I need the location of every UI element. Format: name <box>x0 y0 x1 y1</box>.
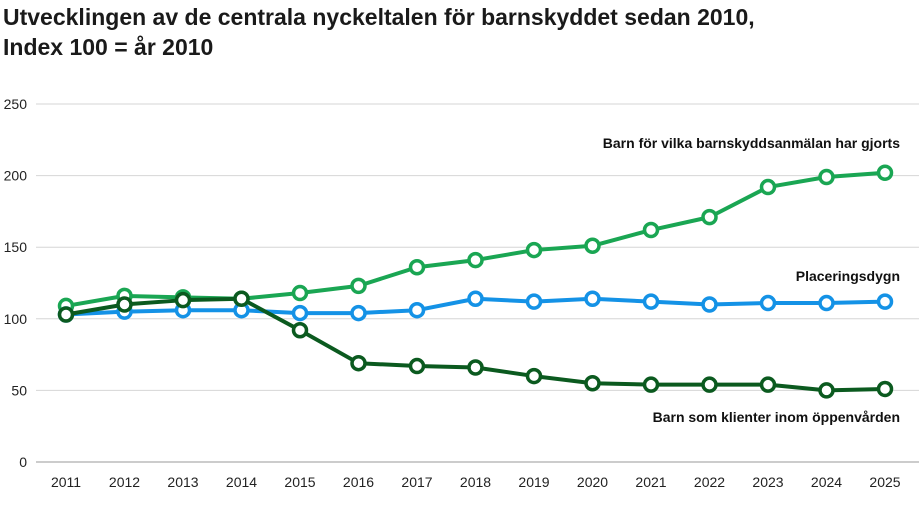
data-point <box>759 376 777 393</box>
series-label-1: Barn för vilka barnskyddsanmälan har gjo… <box>603 135 900 151</box>
data-point <box>467 359 484 376</box>
data-point <box>876 164 894 181</box>
data-point <box>759 294 777 312</box>
data-point <box>174 291 192 309</box>
data-point <box>408 258 426 276</box>
chart-title-line-2: Index 100 = år 2010 <box>3 34 214 60</box>
y-tick-label: 150 <box>4 239 28 255</box>
data-point <box>584 374 601 392</box>
chart-title-line-1: Utvecklingen av de centrala nyckeltalen … <box>3 4 755 30</box>
x-axis: 2011 2012 2013 2014 2015 2016 2017 2018 2019 2020… <box>51 474 901 490</box>
series-label-2: Placeringsdygn <box>796 268 900 284</box>
data-point <box>291 284 309 302</box>
series-lines <box>57 164 894 399</box>
data-point <box>350 354 367 372</box>
data-point <box>876 293 894 310</box>
data-point <box>291 322 309 339</box>
x-tick-label: 2018 <box>460 474 491 490</box>
data-point <box>408 301 426 319</box>
data-point <box>818 382 835 399</box>
chart-title: Utvecklingen av de centrala nyckeltalen … <box>3 2 913 62</box>
x-tick-label: 2013 <box>167 474 198 490</box>
data-point <box>818 168 835 186</box>
x-tick-label: 2020 <box>577 474 608 490</box>
y-axis: 0 50 100 150 200 250 <box>4 96 28 470</box>
x-tick-label: 2014 <box>226 474 257 490</box>
x-tick-label: 2021 <box>635 474 666 490</box>
data-point <box>701 376 718 393</box>
data-point <box>642 376 660 393</box>
data-point <box>116 296 133 313</box>
x-tick-label: 2024 <box>811 474 842 490</box>
data-point <box>467 251 484 269</box>
series-labels: Barn för vilka barnskyddsanmälan har gjo… <box>603 135 900 425</box>
x-tick-label: 2015 <box>284 474 315 490</box>
data-point <box>350 277 367 295</box>
data-point <box>525 293 543 310</box>
data-point <box>701 208 718 226</box>
x-tick-label: 2025 <box>869 474 900 490</box>
data-point <box>525 367 543 385</box>
data-point <box>467 290 484 308</box>
y-tick-label: 250 <box>4 96 28 112</box>
data-point <box>291 304 309 322</box>
y-tick-label: 0 <box>19 454 27 470</box>
y-tick-label: 100 <box>4 311 28 327</box>
data-point <box>642 221 660 239</box>
x-tick-label: 2022 <box>694 474 725 490</box>
data-point <box>584 237 601 255</box>
series-label-3: Barn som klienter inom öppenvården <box>653 409 900 425</box>
data-point <box>642 293 660 310</box>
x-tick-label: 2017 <box>401 474 432 490</box>
x-tick-label: 2011 <box>51 474 81 490</box>
x-tick-label: 2019 <box>518 474 549 490</box>
data-point <box>350 304 367 322</box>
gridlines <box>36 103 919 463</box>
data-point <box>701 296 718 313</box>
y-tick-label: 50 <box>11 382 27 398</box>
x-tick-label: 2012 <box>109 474 140 490</box>
data-point <box>759 178 777 196</box>
data-point <box>408 357 426 375</box>
data-point <box>525 241 543 259</box>
data-point <box>818 294 835 312</box>
x-tick-label: 2016 <box>343 474 374 490</box>
data-point <box>233 290 250 308</box>
data-point <box>584 290 601 308</box>
data-point <box>57 306 75 323</box>
x-tick-label: 2023 <box>752 474 783 490</box>
data-point <box>876 380 894 398</box>
y-tick-label: 200 <box>4 168 28 184</box>
